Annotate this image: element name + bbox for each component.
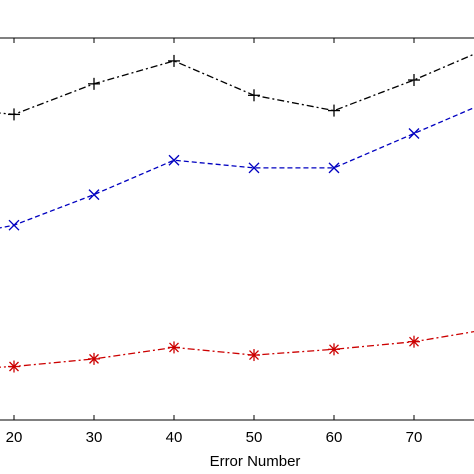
- x-marker: [168, 154, 180, 166]
- x-tick-label: 50: [246, 429, 263, 446]
- series-2: [0, 106, 474, 231]
- x-marker: [248, 162, 260, 174]
- x-tick-label: 60: [326, 429, 343, 446]
- series-line: [0, 106, 474, 229]
- series-1: [0, 53, 474, 121]
- x-tick-label: 20: [6, 429, 23, 446]
- x-marker: [328, 162, 340, 174]
- axes: [0, 37, 474, 421]
- x-ticks: 20 30 40 50 60 70: [6, 38, 423, 446]
- asterisk-marker: [89, 353, 99, 364]
- series-3: [0, 330, 474, 373]
- series-line: [0, 330, 474, 368]
- x-marker: [408, 128, 420, 139]
- asterisk-marker: [409, 336, 419, 347]
- asterisk-marker: [249, 350, 259, 361]
- asterisk-marker: [9, 361, 19, 372]
- series-line: [0, 53, 474, 116]
- x-marker: [8, 219, 20, 231]
- x-tick-label: 40: [166, 429, 183, 446]
- x-marker: [88, 189, 100, 201]
- x-tick-label: 70: [406, 429, 423, 446]
- series-layer: [0, 53, 474, 373]
- asterisk-marker: [329, 344, 339, 355]
- x-axis-label: Error Number: [210, 453, 301, 470]
- x-tick-label: 30: [86, 429, 103, 446]
- asterisk-marker: [169, 342, 179, 353]
